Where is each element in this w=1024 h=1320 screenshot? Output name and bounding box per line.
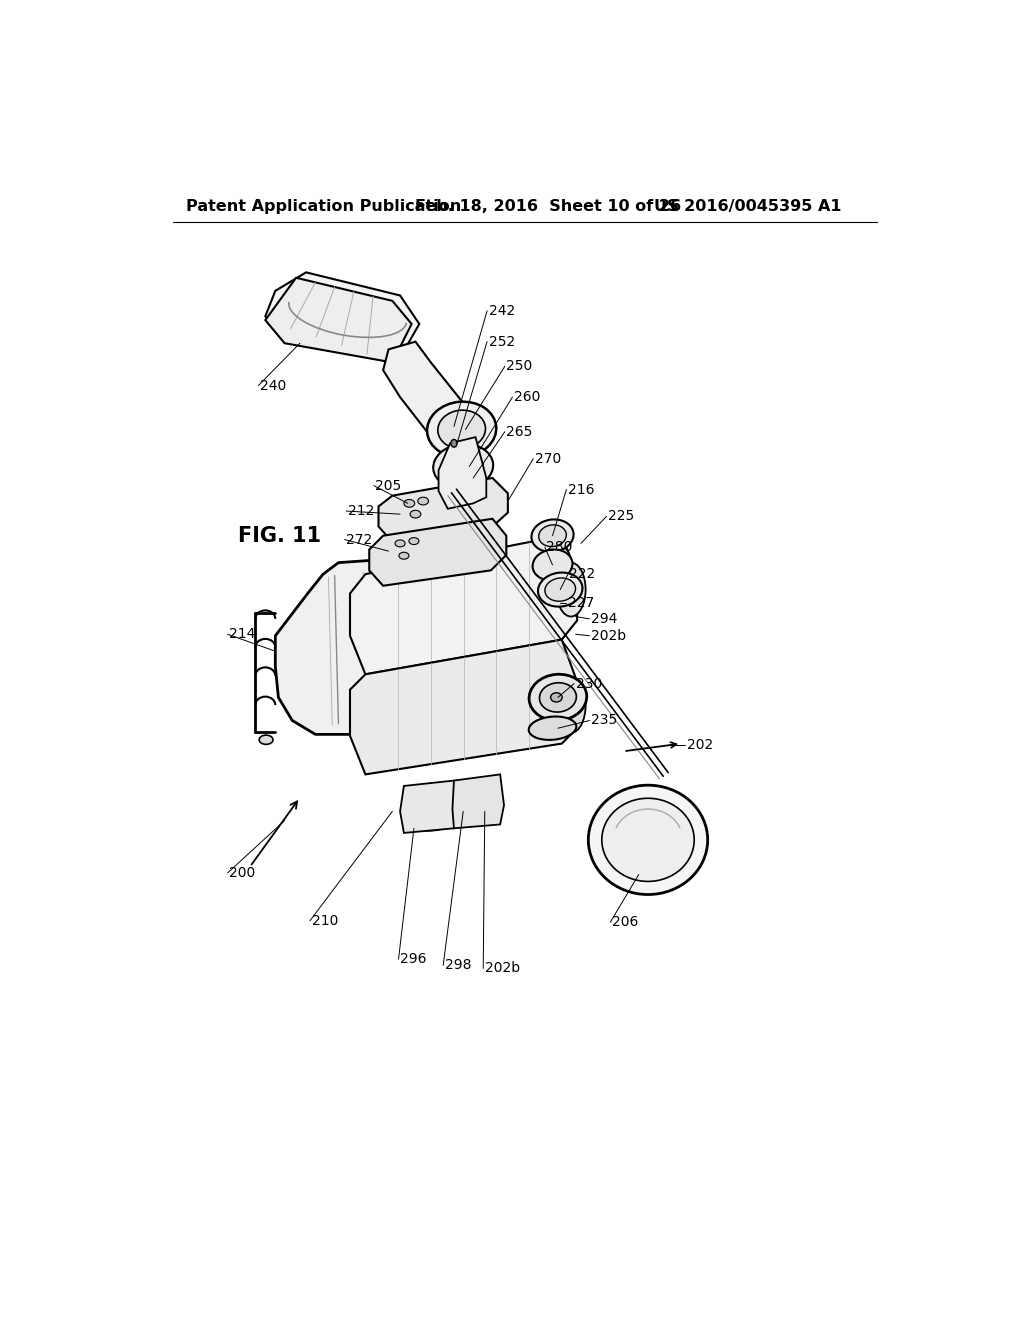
Ellipse shape	[451, 440, 457, 447]
Text: 265: 265	[506, 425, 532, 438]
Ellipse shape	[528, 717, 577, 741]
Polygon shape	[438, 437, 486, 508]
Ellipse shape	[529, 675, 587, 721]
Text: 214: 214	[229, 627, 256, 642]
Text: 225: 225	[608, 510, 634, 524]
Text: 294: 294	[591, 612, 617, 626]
Polygon shape	[370, 519, 506, 586]
Ellipse shape	[399, 552, 409, 560]
Polygon shape	[350, 536, 578, 675]
Polygon shape	[453, 775, 504, 829]
Text: 272: 272	[346, 532, 373, 546]
Text: 205: 205	[376, 479, 401, 492]
Ellipse shape	[433, 444, 494, 488]
Ellipse shape	[551, 693, 562, 702]
Text: 242: 242	[488, 304, 515, 318]
Polygon shape	[350, 640, 578, 775]
Ellipse shape	[259, 735, 273, 744]
Polygon shape	[265, 272, 419, 351]
Ellipse shape	[409, 537, 419, 545]
Text: 270: 270	[535, 451, 561, 466]
Text: 230: 230	[575, 677, 602, 690]
Text: 212: 212	[348, 504, 374, 517]
Polygon shape	[275, 549, 573, 734]
Ellipse shape	[540, 682, 577, 711]
Text: Patent Application Publication: Patent Application Publication	[186, 198, 461, 214]
Text: 280: 280	[547, 540, 572, 554]
Text: 202b: 202b	[591, 628, 626, 643]
Ellipse shape	[410, 511, 421, 517]
Ellipse shape	[532, 549, 572, 581]
Text: 227: 227	[568, 597, 594, 610]
Ellipse shape	[602, 799, 694, 882]
Text: 216: 216	[568, 483, 594, 496]
Ellipse shape	[556, 677, 586, 733]
Text: 298: 298	[444, 958, 471, 973]
Text: 202: 202	[686, 738, 713, 752]
Text: 252: 252	[488, 335, 515, 348]
Text: Feb. 18, 2016  Sheet 10 of 26: Feb. 18, 2016 Sheet 10 of 26	[416, 198, 682, 214]
Ellipse shape	[412, 795, 454, 816]
Polygon shape	[383, 342, 463, 445]
Ellipse shape	[427, 401, 497, 457]
Ellipse shape	[403, 499, 415, 507]
Ellipse shape	[539, 525, 566, 546]
Polygon shape	[379, 478, 508, 543]
Ellipse shape	[589, 785, 708, 895]
Ellipse shape	[418, 498, 429, 506]
Ellipse shape	[545, 578, 575, 601]
Text: 206: 206	[611, 915, 638, 929]
Text: 260: 260	[514, 391, 541, 404]
Text: 202b: 202b	[484, 961, 520, 975]
Polygon shape	[265, 277, 412, 363]
Text: 235: 235	[591, 714, 617, 727]
Text: 250: 250	[506, 359, 532, 374]
Text: 200: 200	[229, 866, 255, 880]
Ellipse shape	[538, 573, 583, 607]
Ellipse shape	[438, 411, 485, 449]
Ellipse shape	[531, 519, 573, 552]
Ellipse shape	[556, 562, 586, 616]
Text: 222: 222	[569, 568, 596, 581]
Ellipse shape	[412, 813, 454, 830]
Ellipse shape	[443, 451, 483, 480]
Text: 240: 240	[260, 379, 286, 392]
Ellipse shape	[395, 540, 406, 546]
Text: 296: 296	[400, 952, 427, 966]
Text: FIG. 11: FIG. 11	[239, 525, 322, 545]
Text: US 2016/0045395 A1: US 2016/0045395 A1	[654, 198, 842, 214]
Text: 210: 210	[311, 913, 338, 928]
Polygon shape	[400, 780, 458, 833]
